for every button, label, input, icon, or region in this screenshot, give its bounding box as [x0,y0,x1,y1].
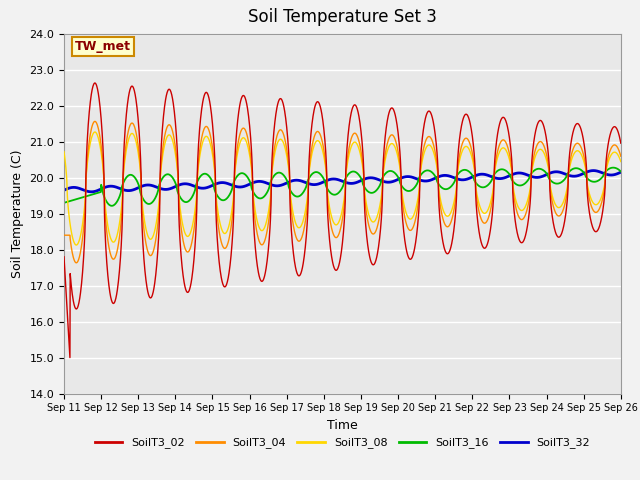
Y-axis label: Soil Temperature (C): Soil Temperature (C) [11,149,24,278]
Title: Soil Temperature Set 3: Soil Temperature Set 3 [248,9,437,26]
Text: TW_met: TW_met [75,40,131,53]
Legend: SoilT3_02, SoilT3_04, SoilT3_08, SoilT3_16, SoilT3_32: SoilT3_02, SoilT3_04, SoilT3_08, SoilT3_… [90,433,595,453]
X-axis label: Time: Time [327,419,358,432]
